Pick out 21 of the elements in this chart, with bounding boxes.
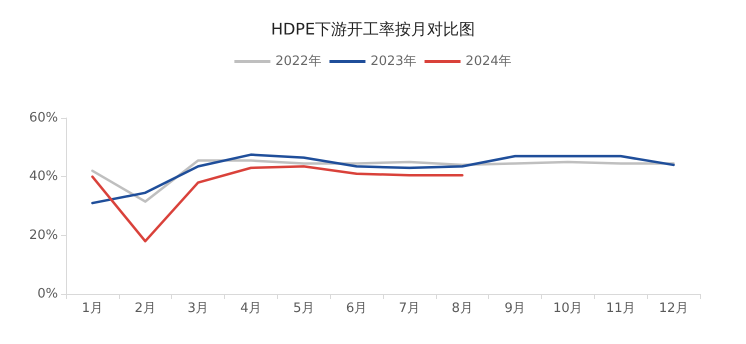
x-tick-label: 2月 <box>134 301 156 316</box>
chart-title: HDPE下游开工率按月对比图 <box>270 20 476 38</box>
y-tick-label: 0% <box>37 286 58 302</box>
x-tick-label: 7月 <box>398 301 420 316</box>
x-tick-label: 9月 <box>504 301 526 316</box>
legend-label: 2023年 <box>370 54 417 69</box>
y-tick-label: 60% <box>29 110 58 126</box>
x-tick-label: 1月 <box>82 301 104 316</box>
x-tick-label: 6月 <box>346 301 368 316</box>
legend-label: 2022年 <box>275 54 322 69</box>
x-tick-label: 11月 <box>606 301 636 316</box>
x-tick-label: 4月 <box>240 301 262 316</box>
line-series <box>91 165 464 242</box>
x-tick-label: 10月 <box>553 301 583 316</box>
y-tick-label: 40% <box>29 169 58 184</box>
legend-label: 2024年 <box>466 54 512 69</box>
x-tick-label: 12月 <box>658 301 688 316</box>
x-tick-label: 5月 <box>293 301 314 316</box>
x-tick-label: 3月 <box>187 301 209 316</box>
y-tick-label: 20% <box>29 228 58 243</box>
x-tick-label: 8月 <box>452 301 473 316</box>
